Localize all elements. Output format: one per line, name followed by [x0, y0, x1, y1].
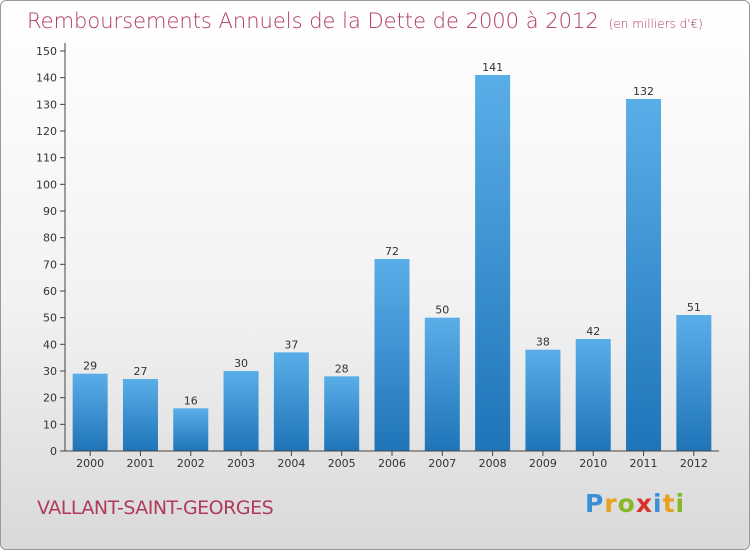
- y-tick-label: 110: [36, 152, 57, 165]
- bar: [525, 349, 561, 451]
- axes-group: 0 10 20 30 40 50 60 70 80 90 100 110 120 130 140 150 200…: [36, 43, 719, 470]
- data-label: 141: [482, 61, 503, 74]
- bar: [575, 339, 611, 451]
- bar: [173, 408, 209, 451]
- y-tick-label: 50: [43, 312, 57, 325]
- data-label: 51: [687, 301, 701, 314]
- x-tick-label: 2012: [680, 457, 708, 470]
- logo-letter: i: [653, 489, 663, 518]
- bar: [72, 373, 108, 451]
- bar: [424, 317, 460, 451]
- data-label: 27: [133, 365, 147, 378]
- x-tick-label: 2005: [328, 457, 356, 470]
- y-tick-label: 100: [36, 178, 57, 191]
- data-label: 42: [586, 325, 600, 338]
- y-tick-label: 120: [36, 125, 57, 138]
- bar: [223, 371, 259, 451]
- y-tick-label: 130: [36, 98, 57, 111]
- bar: [374, 259, 410, 451]
- data-label: 132: [633, 85, 654, 98]
- bar: [273, 352, 309, 451]
- y-tick-label: 0: [50, 445, 57, 458]
- y-tick-label: 30: [43, 365, 57, 378]
- proxiti-logo: Proxiti: [585, 489, 685, 518]
- x-tick-label: 2001: [126, 457, 154, 470]
- y-tick-label: 70: [43, 258, 57, 271]
- chart-title-text: Remboursements Annuels de la Dette de 20…: [27, 9, 599, 33]
- data-label: 72: [385, 245, 399, 258]
- logo-letter: P: [585, 489, 605, 518]
- data-label: 30: [234, 357, 248, 370]
- data-label: 28: [335, 362, 349, 375]
- bar: [122, 379, 158, 451]
- x-tick-label: 2000: [76, 457, 104, 470]
- logo-letter: x: [635, 489, 653, 518]
- data-label: 37: [284, 338, 298, 351]
- y-tick-label: 60: [43, 285, 57, 298]
- bar: [324, 376, 360, 451]
- x-tick-label: 2004: [277, 457, 305, 470]
- bar: [475, 75, 511, 451]
- x-tick-label: 2002: [177, 457, 205, 470]
- data-label: 29: [83, 360, 97, 373]
- logo-letter: r: [604, 489, 618, 518]
- data-label: 50: [435, 304, 449, 317]
- x-tick-label: 2007: [428, 457, 456, 470]
- bar: [676, 315, 712, 451]
- chart-title: Remboursements Annuels de la Dette de 20…: [27, 9, 703, 33]
- y-tick-label: 40: [43, 338, 57, 351]
- y-tick-label: 90: [43, 205, 57, 218]
- x-tick-label: 2008: [479, 457, 507, 470]
- y-tick-label: 10: [43, 418, 57, 431]
- location-name: VALLANT-SAINT-GEORGES: [37, 497, 274, 519]
- x-tick-label: 2010: [579, 457, 607, 470]
- logo-letter: i: [675, 489, 686, 518]
- bar: [626, 99, 662, 451]
- x-tick-label: 2003: [227, 457, 255, 470]
- y-tick-label: 150: [36, 45, 57, 58]
- logo-letter: t: [662, 489, 676, 518]
- y-tick-label: 140: [36, 72, 57, 85]
- logo-letter: o: [617, 489, 636, 518]
- y-tick-label: 80: [43, 232, 57, 245]
- x-tick-label: 2009: [529, 457, 557, 470]
- x-tick-label: 2006: [378, 457, 406, 470]
- x-tick-label: 2011: [630, 457, 658, 470]
- y-tick-label: 20: [43, 392, 57, 405]
- chart-unit: (en milliers d'€): [608, 17, 703, 31]
- data-label: 16: [184, 394, 198, 407]
- data-label: 38: [536, 336, 550, 349]
- bars-group: 29 27 16 30 37 28 72 50 141 38 42 132 51: [72, 61, 712, 451]
